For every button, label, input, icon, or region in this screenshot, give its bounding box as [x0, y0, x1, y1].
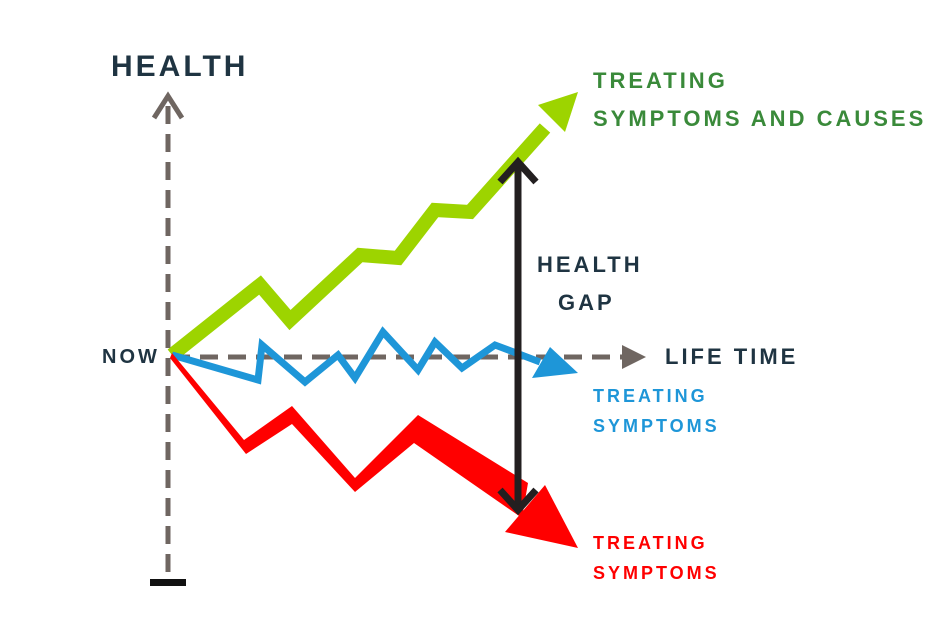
red-arrowhead [505, 485, 578, 548]
x-axis-arrowhead [622, 345, 646, 369]
y-axis-label: HEALTH [111, 50, 249, 83]
green-label-2: SYMPTOMS AND CAUSES [593, 106, 927, 131]
blue-label-1: TREATING [593, 386, 708, 406]
origin-label: NOW [102, 346, 160, 368]
health-gap-arrowhead-top [497, 156, 539, 185]
red-label-1: TREATING [593, 533, 708, 553]
green-arrowhead [538, 92, 578, 132]
red-line [170, 353, 528, 518]
blue-line [171, 326, 542, 387]
health-gap-arrowhead-bottom [497, 487, 539, 516]
blue-label-2: SYMPTOMS [593, 416, 720, 436]
blue-arrowhead [532, 347, 578, 378]
green-line [167, 123, 551, 361]
health-gap-label-2: GAP [558, 290, 615, 315]
green-label-1: TREATING [593, 68, 728, 93]
y-axis-base [150, 579, 186, 586]
red-label-2: SYMPTOMS [593, 563, 720, 583]
x-axis-label: LIFE TIME [665, 344, 799, 369]
y-axis-arrowhead [151, 91, 185, 120]
health-gap-label-1: HEALTH [537, 252, 643, 277]
